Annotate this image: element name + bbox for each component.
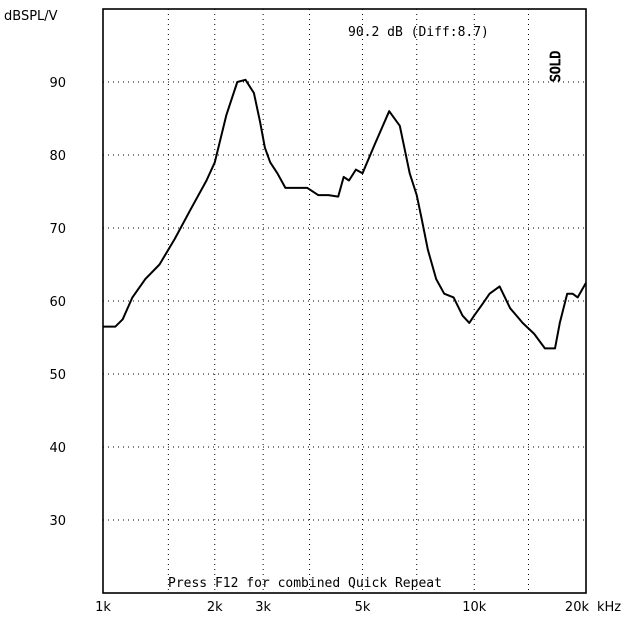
x-tick-label: 3k bbox=[255, 600, 271, 615]
x-tick-label: 10k bbox=[462, 600, 487, 615]
y-tick-label: 40 bbox=[49, 441, 66, 456]
x-tick-label: 2k bbox=[207, 600, 223, 615]
x-tick-label: 5k bbox=[355, 600, 371, 615]
y-axis-label: dBSPL/V bbox=[4, 9, 58, 24]
x-tick-label: 1k bbox=[95, 600, 111, 615]
watermark-text: SOLD bbox=[549, 51, 564, 82]
x-tick-labels: 1k 2k 3k 5k 10k 20k bbox=[95, 600, 589, 615]
y-tick-label: 70 bbox=[49, 222, 66, 237]
level-readout: 90.2 dB (Diff:8.7) bbox=[348, 25, 489, 40]
y-tick-labels: 30 40 50 60 70 80 90 bbox=[49, 76, 66, 529]
y-tick-label: 80 bbox=[49, 149, 66, 164]
y-tick-label: 90 bbox=[49, 76, 66, 91]
x-axis-unit: kHz bbox=[597, 600, 621, 615]
y-tick-label: 60 bbox=[49, 295, 66, 310]
y-tick-label: 30 bbox=[49, 514, 66, 529]
x-tick-label: 20k bbox=[565, 600, 590, 615]
grid-lines bbox=[103, 9, 587, 593]
plot-frame bbox=[102, 8, 587, 594]
footer-note: Press F12 for combined Quick Repeat bbox=[168, 576, 442, 591]
series-line bbox=[103, 78, 587, 350]
y-tick-label: 50 bbox=[49, 368, 66, 383]
